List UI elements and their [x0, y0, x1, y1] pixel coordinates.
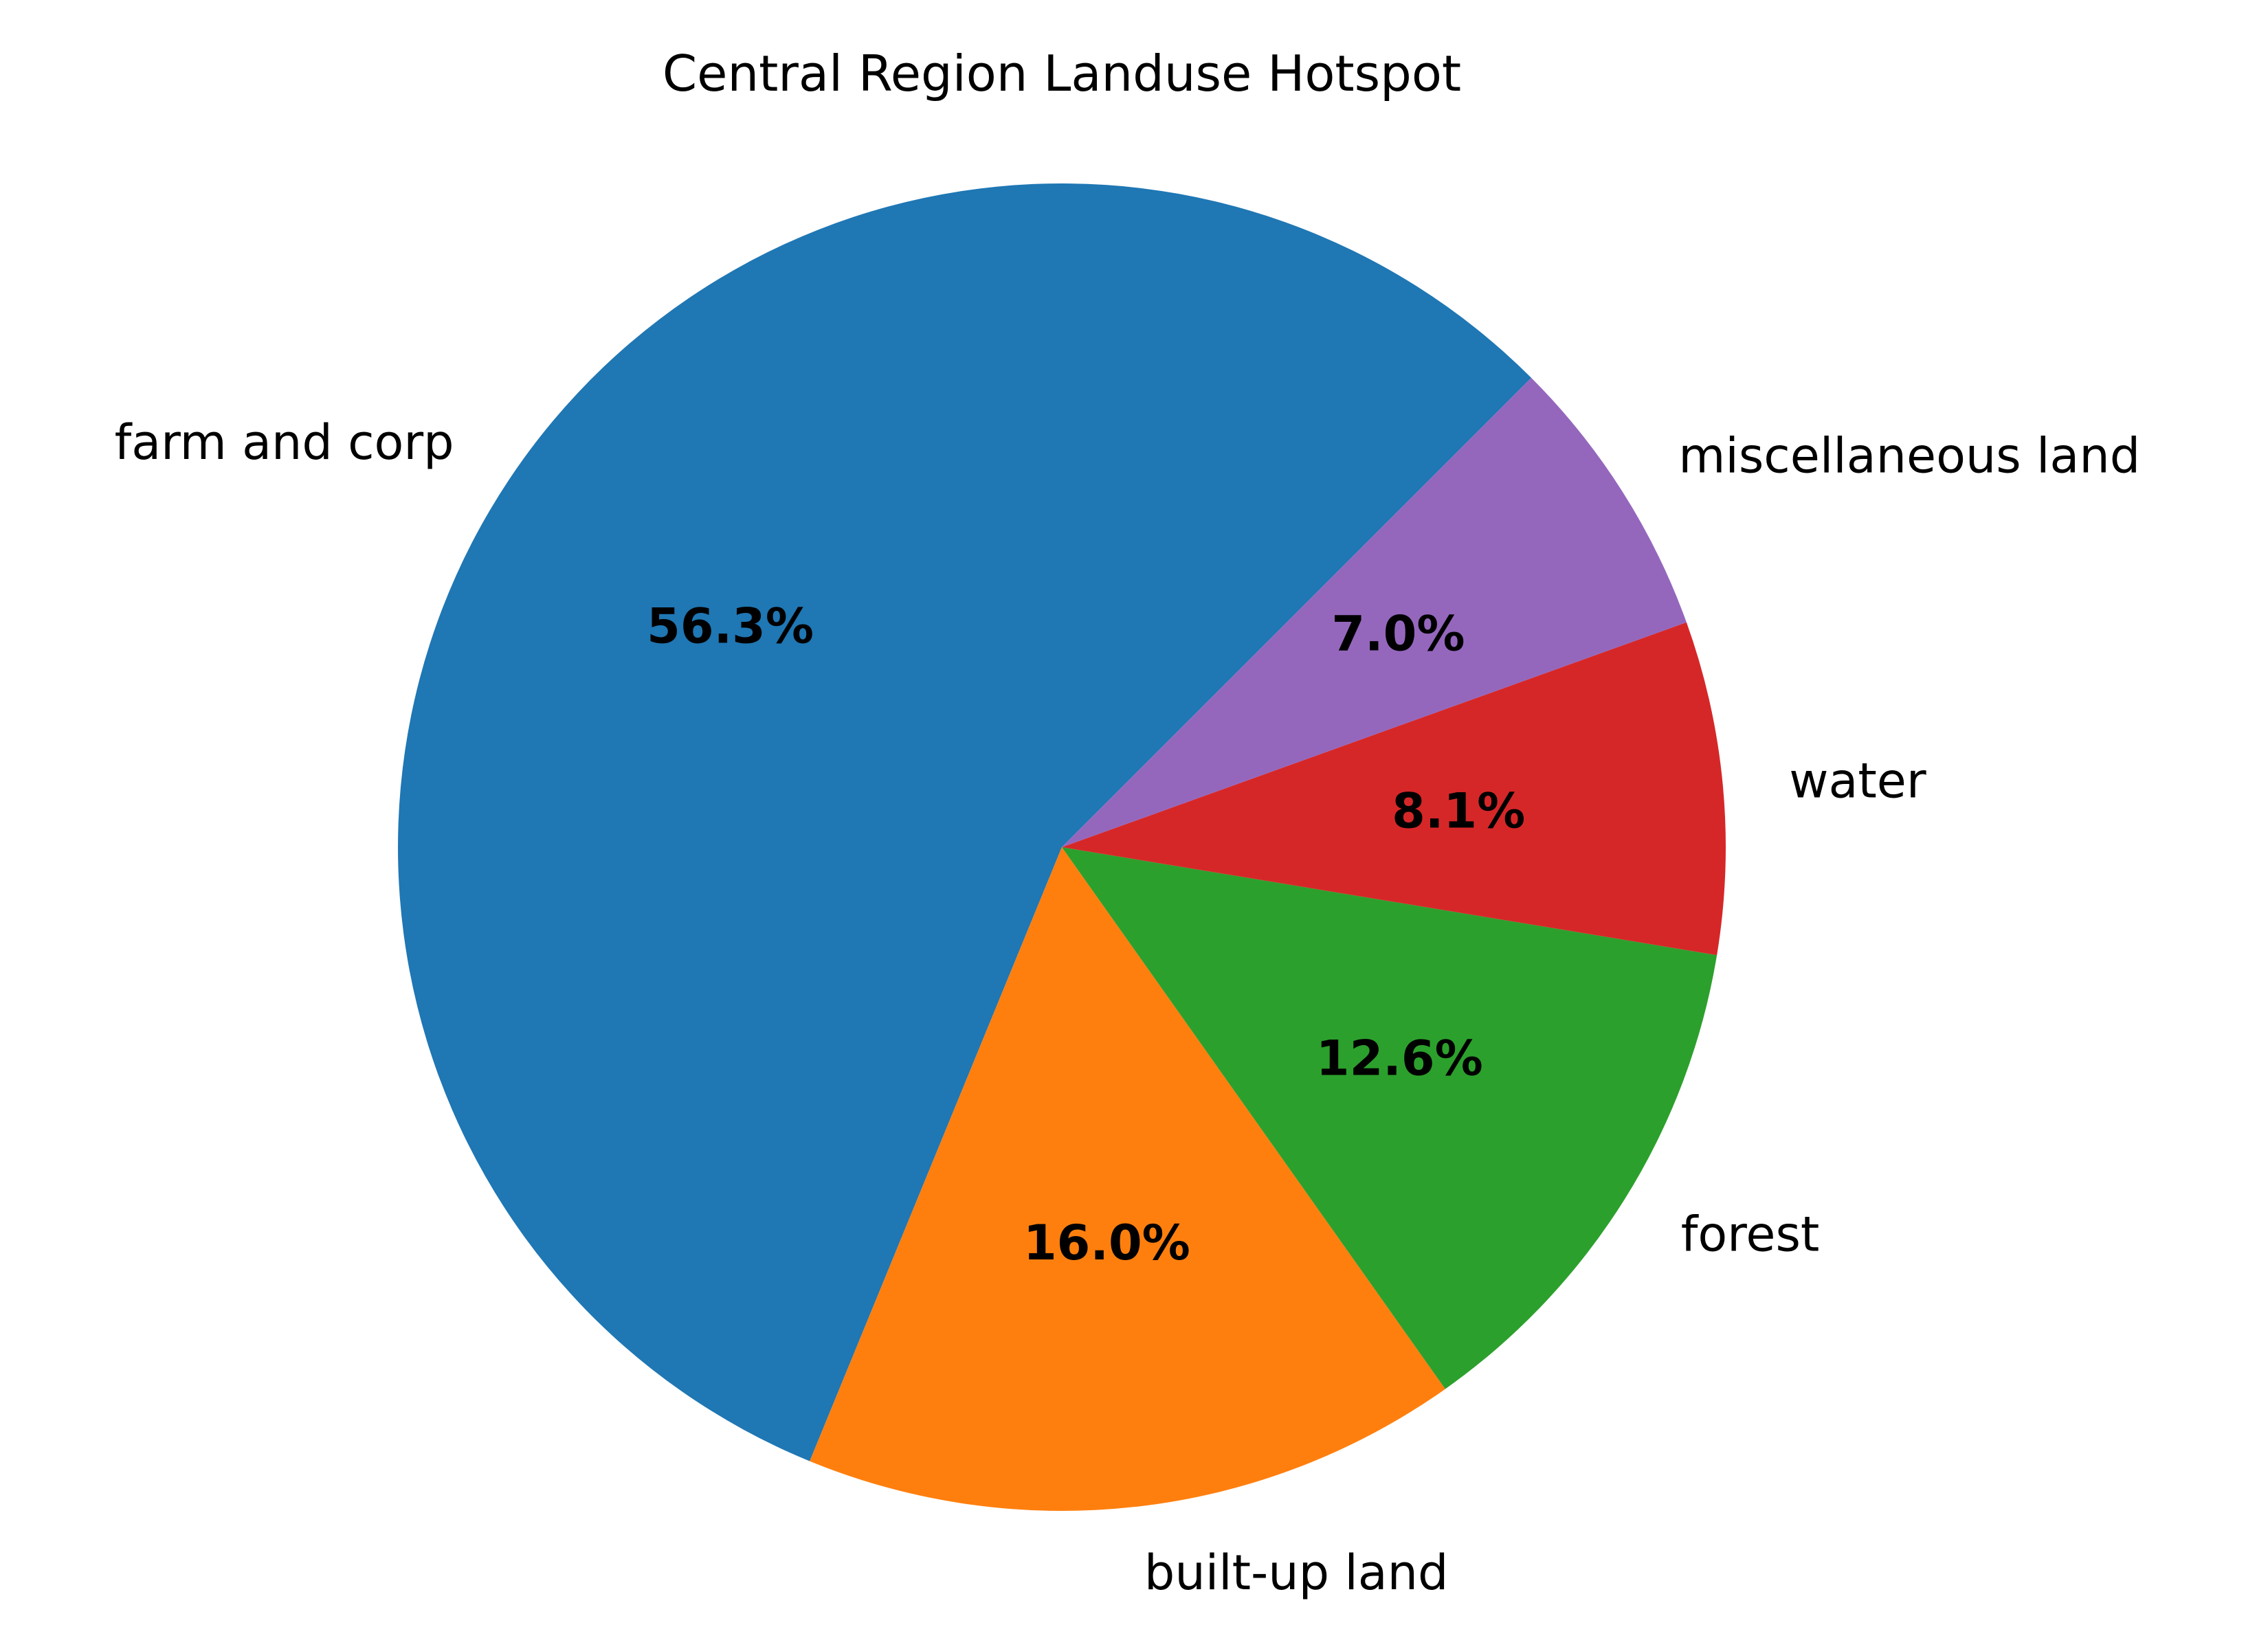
pie-labels: farm and corp 56.3% built-up land 16.0% fore…	[115, 414, 2141, 1601]
chart-title: Central Region Landuse Hotspot	[663, 45, 1461, 102]
pie-slice-water	[1062, 622, 1726, 956]
pie-slice-miscellaneous-land	[1062, 377, 1687, 847]
slice-percent-farm-and-corp: 56.3%	[647, 598, 814, 655]
pie-slice-forest	[1062, 847, 1717, 1389]
slice-label-forest: forest	[1681, 1207, 1820, 1263]
pie-slice-farm-and-corp	[398, 183, 1532, 1461]
slice-percent-water: 8.1%	[1392, 783, 1525, 839]
slice-label-miscellaneous-land: miscellaneous land	[1678, 428, 2140, 484]
slice-label-farm-and-corp: farm and corp	[115, 414, 454, 471]
slice-percent-miscellaneous-land: 7.0%	[1331, 605, 1465, 662]
slice-label-built-up-land: built-up land	[1144, 1545, 1449, 1601]
slice-label-water: water	[1789, 752, 1926, 809]
pie-slices	[398, 183, 1726, 1511]
slice-percent-forest: 12.6%	[1316, 1031, 1483, 1087]
pie-slice-built-up-land	[810, 847, 1445, 1511]
slice-percent-built-up-land: 16.0%	[1023, 1215, 1190, 1271]
